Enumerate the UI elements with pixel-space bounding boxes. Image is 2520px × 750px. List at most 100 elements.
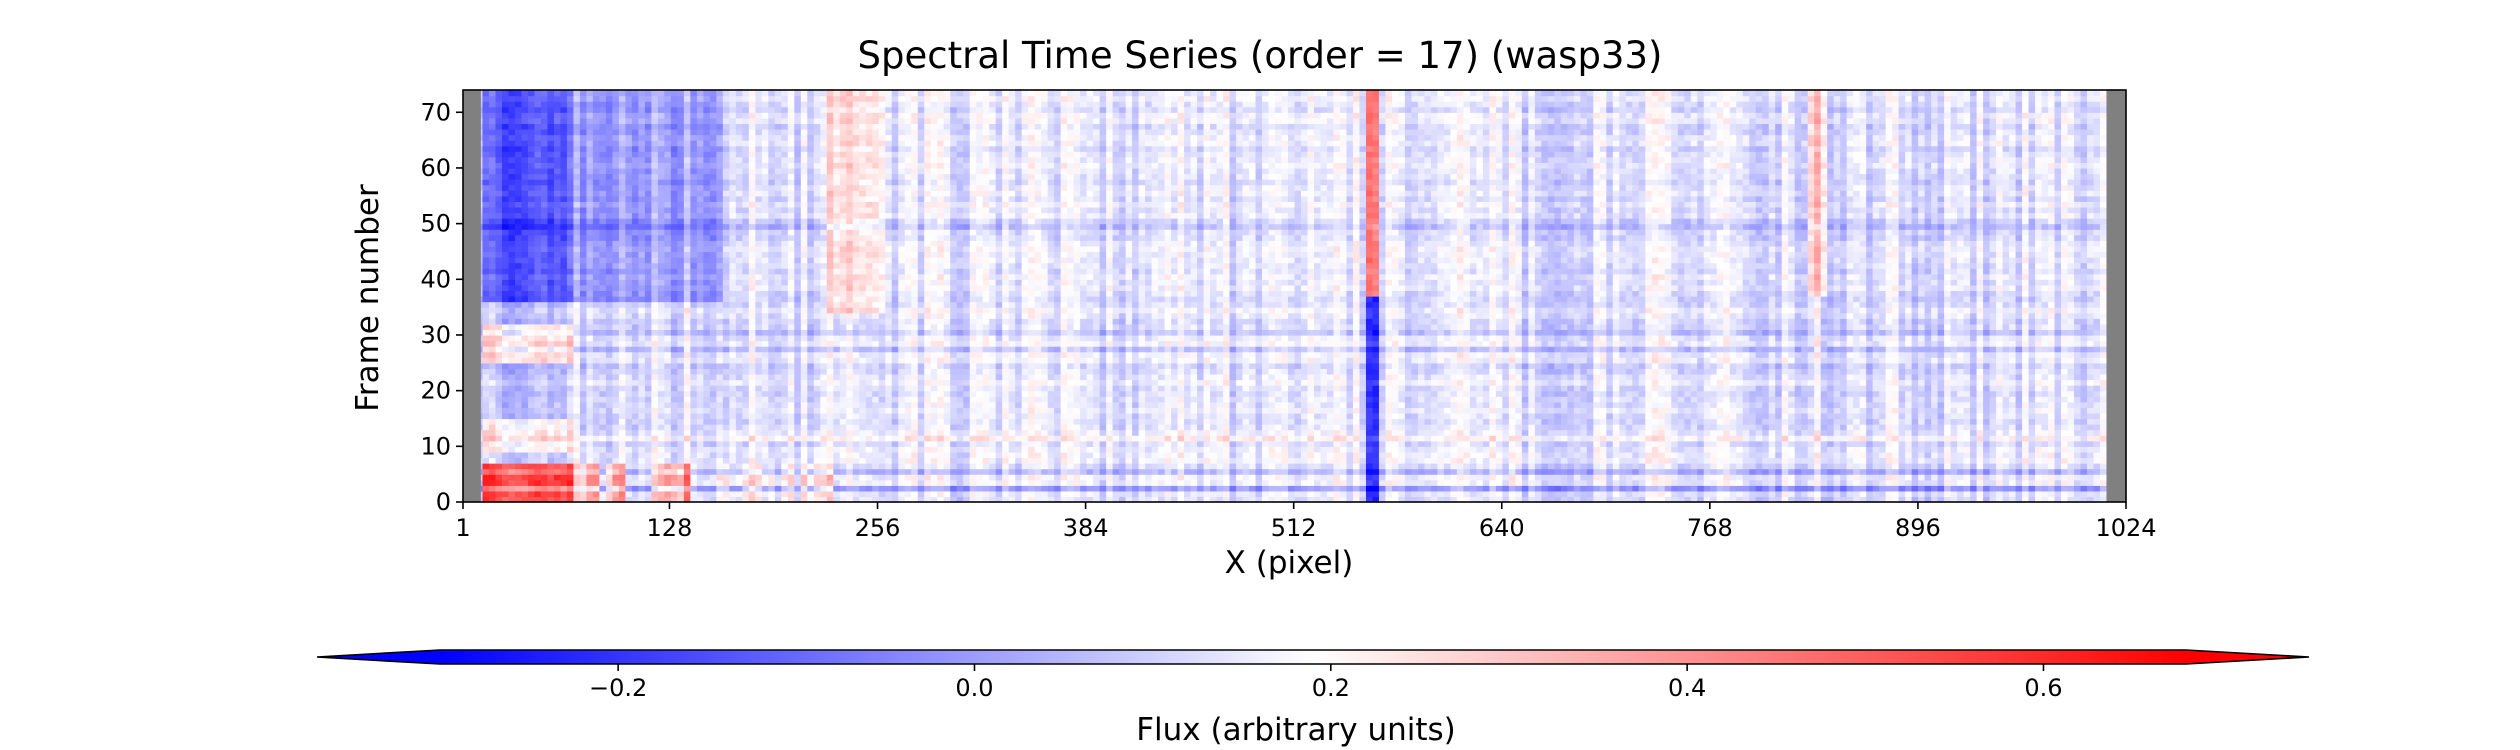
- heatmap-cell: [1203, 412, 1211, 420]
- heatmap-cell: [1619, 435, 1627, 442]
- heatmap-cell: [826, 468, 834, 475]
- heatmap-cell: [794, 390, 802, 397]
- heatmap-cell: [1567, 457, 1575, 464]
- heatmap-cell: [2100, 424, 2108, 431]
- heatmap-cell: [625, 401, 633, 408]
- heatmap-cell: [1658, 424, 1666, 431]
- heatmap-cell: [943, 490, 951, 498]
- heatmap-cell: [1827, 457, 1835, 464]
- heatmap-cell: [1041, 424, 1049, 431]
- heatmap-cell: [1983, 490, 1991, 498]
- heatmap-cell: [1249, 490, 1257, 498]
- heatmap-cell: [969, 457, 977, 464]
- heatmap-cell: [592, 418, 601, 425]
- heatmap-cell: [2002, 407, 2010, 414]
- heatmap-cell: [904, 485, 912, 492]
- heatmap-cell: [1184, 429, 1192, 436]
- heatmap-cell: [1099, 407, 1107, 414]
- heatmap-cell: [566, 457, 575, 464]
- heatmap-cell: [1482, 440, 1490, 447]
- heatmap-cell: [638, 401, 646, 408]
- heatmap-cell: [1534, 490, 1542, 498]
- heatmap-cell: [1710, 485, 1718, 492]
- heatmap-cell: [1378, 479, 1387, 486]
- heatmap-cell: [1976, 474, 1984, 481]
- heatmap-cell: [618, 496, 627, 503]
- heatmap-cell: [1164, 457, 1172, 464]
- heatmap-cell: [872, 457, 880, 464]
- heatmap-cell: [677, 446, 685, 453]
- heatmap-cell: [1106, 435, 1114, 442]
- heatmap-cell: [1827, 463, 1835, 470]
- heatmap-cell: [1768, 424, 1776, 431]
- heatmap-cell: [1086, 457, 1094, 464]
- heatmap-cell: [911, 396, 919, 403]
- heatmap-cell: [1924, 457, 1932, 464]
- heatmap-cell: [625, 435, 633, 442]
- heatmap-cell: [1106, 390, 1114, 397]
- heatmap-cell: [716, 451, 724, 459]
- heatmap-cell: [742, 390, 750, 397]
- heatmap-cell: [982, 479, 990, 486]
- heatmap-cell: [1437, 440, 1445, 447]
- heatmap-cell: [872, 407, 880, 414]
- heatmap-cell: [1463, 429, 1471, 436]
- heatmap-cell: [1476, 446, 1484, 453]
- heatmap-cell: [2035, 446, 2043, 453]
- heatmap-cell: [664, 429, 672, 436]
- heatmap-cell: [1619, 424, 1627, 431]
- heatmap-cell: [1573, 451, 1581, 459]
- heatmap-cell: [976, 440, 984, 447]
- heatmap-cell: [1216, 440, 1224, 447]
- heatmap-cell: [1236, 457, 1244, 464]
- heatmap-cell: [657, 463, 665, 470]
- heatmap-cell: [1931, 463, 1939, 470]
- heatmap-cell: [755, 390, 763, 397]
- heatmap-cell: [1554, 424, 1562, 431]
- heatmap-cell: [1580, 451, 1588, 459]
- heatmap-cell: [1197, 412, 1205, 420]
- heatmap-cell: [1762, 479, 1770, 486]
- heatmap-cell: [1703, 412, 1711, 420]
- heatmap-cell: [1385, 407, 1393, 414]
- heatmap-cell: [1171, 429, 1179, 436]
- heatmap-cell: [722, 401, 730, 408]
- heatmap-cell: [716, 435, 724, 442]
- heatmap-cell: [865, 463, 873, 470]
- heatmap-cell: [1970, 479, 1978, 486]
- heatmap-cell: [1833, 418, 1841, 425]
- heatmap-cell: [1684, 457, 1692, 464]
- heatmap-cell: [1957, 435, 1965, 442]
- heatmap-cell: [1242, 390, 1250, 397]
- heatmap-cell: [1833, 446, 1841, 453]
- heatmap-cell: [1385, 401, 1393, 408]
- heatmap-cell: [1924, 418, 1932, 425]
- heatmap-cell: [1976, 424, 1984, 431]
- heatmap-cell: [1970, 424, 1978, 431]
- heatmap-cell: [1970, 490, 1978, 498]
- heatmap-cell: [1937, 490, 1945, 498]
- heatmap-cell: [1885, 479, 1893, 486]
- heatmap-cell: [586, 407, 594, 414]
- heatmap-cell: [1989, 401, 1997, 408]
- heatmap-cell: [800, 435, 808, 442]
- heatmap-cell: [1034, 418, 1042, 425]
- heatmap-cell: [1931, 496, 1939, 503]
- heatmap-cell: [657, 435, 665, 442]
- heatmap-cell: [1957, 440, 1965, 447]
- heatmap-cell: [2048, 407, 2056, 414]
- heatmap-cell: [1411, 424, 1419, 431]
- heatmap-cell: [703, 407, 711, 414]
- heatmap-cell: [1378, 496, 1387, 503]
- heatmap-cell: [1632, 457, 1640, 464]
- heatmap-cell: [1645, 485, 1653, 492]
- heatmap-cell: [859, 451, 867, 459]
- heatmap-cell: [1119, 435, 1127, 442]
- heatmap-cell: [1073, 463, 1081, 470]
- heatmap-cell: [1489, 496, 1497, 503]
- heatmap-cell: [729, 463, 737, 470]
- heatmap-cell: [1015, 429, 1023, 436]
- heatmap-cell: [1794, 463, 1802, 470]
- heatmap-cell: [1151, 446, 1159, 453]
